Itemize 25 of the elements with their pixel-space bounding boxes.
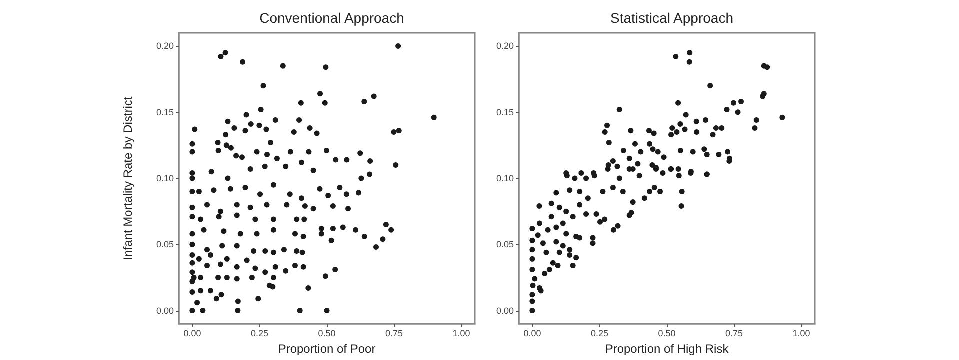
y-tick-label: 0.10	[156, 174, 174, 184]
x-tick-label: 1.00	[452, 328, 470, 338]
y-tick-label: 0.05	[156, 240, 174, 250]
chart-title: Conventional Approach	[260, 10, 404, 26]
x-tick-label: 1.00	[792, 328, 810, 338]
x-tick-label: 0.50	[318, 328, 336, 338]
y-tick-label: 0.15	[156, 107, 174, 118]
y-tick-label: 0.20	[156, 41, 174, 52]
y-axis-title: Infant Mortality Rate by District	[121, 96, 135, 260]
x-tick-label: 0.00	[524, 328, 542, 338]
x-axis-title: Proportion of Poor	[278, 342, 376, 356]
y-tick-label: 0.10	[496, 174, 514, 184]
y-tick-label: 0.05	[496, 240, 514, 250]
x-tick-label: 0.25	[590, 328, 608, 338]
y-tick-label: 0.00	[156, 306, 174, 316]
x-tick-label: 0.25	[250, 328, 268, 338]
x-tick-label: 0.75	[386, 328, 404, 338]
x-tick-label: 0.50	[658, 328, 676, 338]
chart-title: Statistical Approach	[610, 10, 734, 26]
x-tick-label: 0.75	[726, 328, 744, 338]
x-axis-title: Proportion of High Risk	[605, 342, 730, 356]
x-tick-label: 0.00	[184, 328, 202, 338]
y-tick-label: 0.00	[496, 306, 514, 316]
y-tick-label: 0.15	[496, 107, 514, 118]
y-tick-label: 0.20	[496, 41, 514, 52]
